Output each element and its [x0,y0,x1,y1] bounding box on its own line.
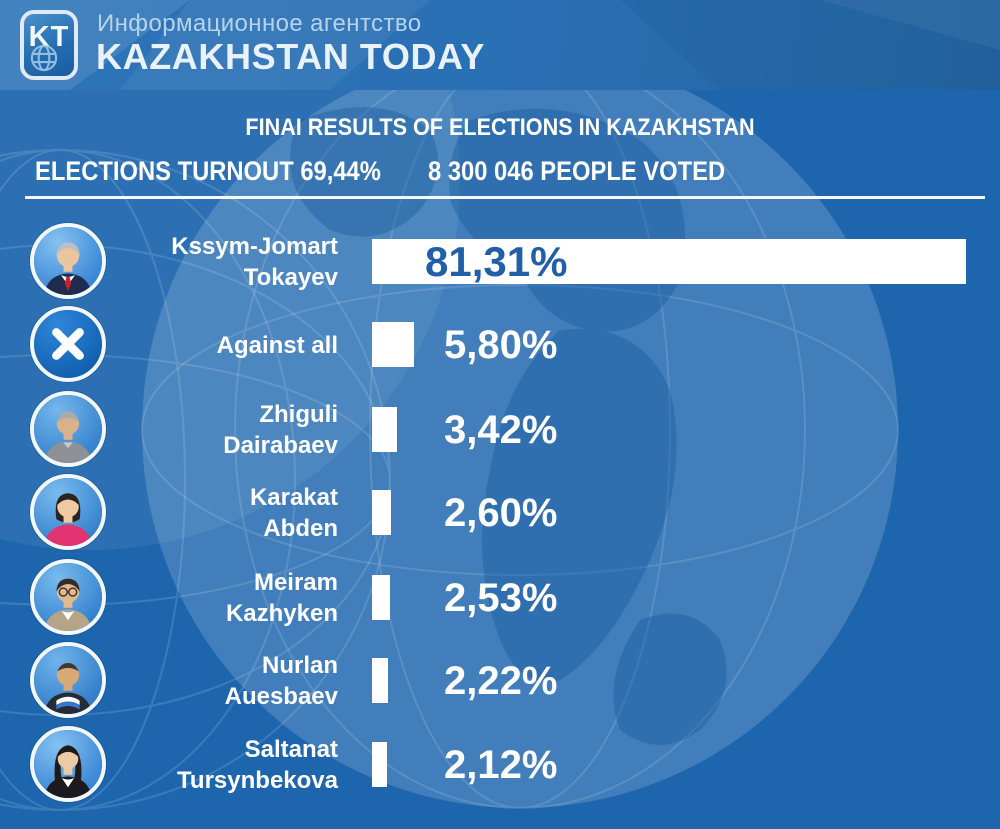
result-bar [372,742,387,787]
person-icon [44,745,92,798]
person-icon [44,411,92,463]
result-bar: 81,31% [372,239,966,284]
candidate-row-tokayev: Kssym-Jomart Tokayev 81,31% [0,220,1000,304]
candidate-row-dairabaev: Zhiguli Dairabaev 3,42% [0,388,1000,472]
result-value: 2,53% [444,576,558,620]
candidate-name: Meiram Kazhyken [88,556,338,640]
result-value: 3,42% [444,408,558,452]
divider-line [25,196,985,199]
person-icon [44,663,92,714]
candidate-name-line2: Abden [263,515,338,542]
result-value: 2,12% [444,743,558,787]
voted-stat: 8 300 046 PEOPLE VOTED [428,156,726,186]
avatar-dairabaev [30,391,106,467]
avatar-kazhyken [30,559,106,635]
avatar-auesbaev [30,642,106,718]
candidate-name: Karakat Abden [88,471,338,555]
result-bar [372,407,397,452]
candidate-name: Nurlan Auesbaev [88,639,338,723]
result-bar [372,322,414,367]
candidate-name-line1: Karakat [249,484,338,511]
person-icon [44,242,92,295]
candidate-name-line1: Nurlan [261,652,338,679]
result-bar [372,575,390,620]
brand-title: KAZAKHSTAN TODAY [96,36,485,77]
candidate-row-kazhyken: Meiram Kazhyken 2,53% [0,556,1000,640]
candidate-row-against-all: Against all 5,80% [0,303,1000,387]
person-icon [44,578,92,631]
avatar-tursynbekova [30,726,106,802]
candidate-name-line2: Kazhyken [225,600,338,627]
result-bar [372,658,388,703]
result-value: 2,60% [444,491,558,535]
avatar-abden [30,474,106,550]
candidate-name: Zhiguli Dairabaev [88,388,338,472]
candidate-name-line1: Against all [216,331,338,359]
header-band: KT Информационное агентство KAZAKHSTAN T… [0,0,1000,90]
header-polygon-decor [0,0,1000,90]
candidate-name-line2: Tursynbekova [177,767,338,794]
against-all-icon [30,306,106,382]
globe-icon [30,44,58,72]
candidate-name-line1: Kssym-Jomart [171,233,338,260]
candidate-name: Kssym-Jomart Tokayev [88,220,338,304]
person-icon [44,493,92,546]
candidate-name-line2: Tokayev [243,264,338,291]
candidate-name-line1: Saltanat [244,736,338,763]
avatar-tokayev [30,223,106,299]
candidate-row-tursynbekova: Saltanat Tursynbekova 2,12% [0,723,1000,807]
candidate-row-abden: Karakat Abden 2,60% [0,471,1000,555]
candidate-name-line2: Auesbaev [224,683,338,710]
candidate-name: Against all [88,303,338,387]
result-value: 81,31% [425,238,568,285]
agency-subtitle: Информационное агентство [97,10,422,37]
candidate-name-line1: Zhiguli [259,401,338,428]
candidate-name-line1: Meiram [253,569,338,596]
candidate-name: Saltanat Tursynbekova [88,723,338,807]
candidate-name-line2: Dairabaev [223,432,338,459]
result-value: 5,80% [444,323,558,367]
result-bar [372,490,391,535]
x-cross-icon [52,328,84,360]
result-value: 2,22% [444,659,558,703]
candidate-row-auesbaev: Nurlan Auesbaev 2,22% [0,639,1000,723]
turnout-stat: ELECTIONS TURNOUT 69,44% [35,156,381,186]
page-title: FINAI RESULTS OF ELECTIONS IN KAZAKHSTAN [245,114,755,141]
kt-logo: KT [20,10,78,80]
